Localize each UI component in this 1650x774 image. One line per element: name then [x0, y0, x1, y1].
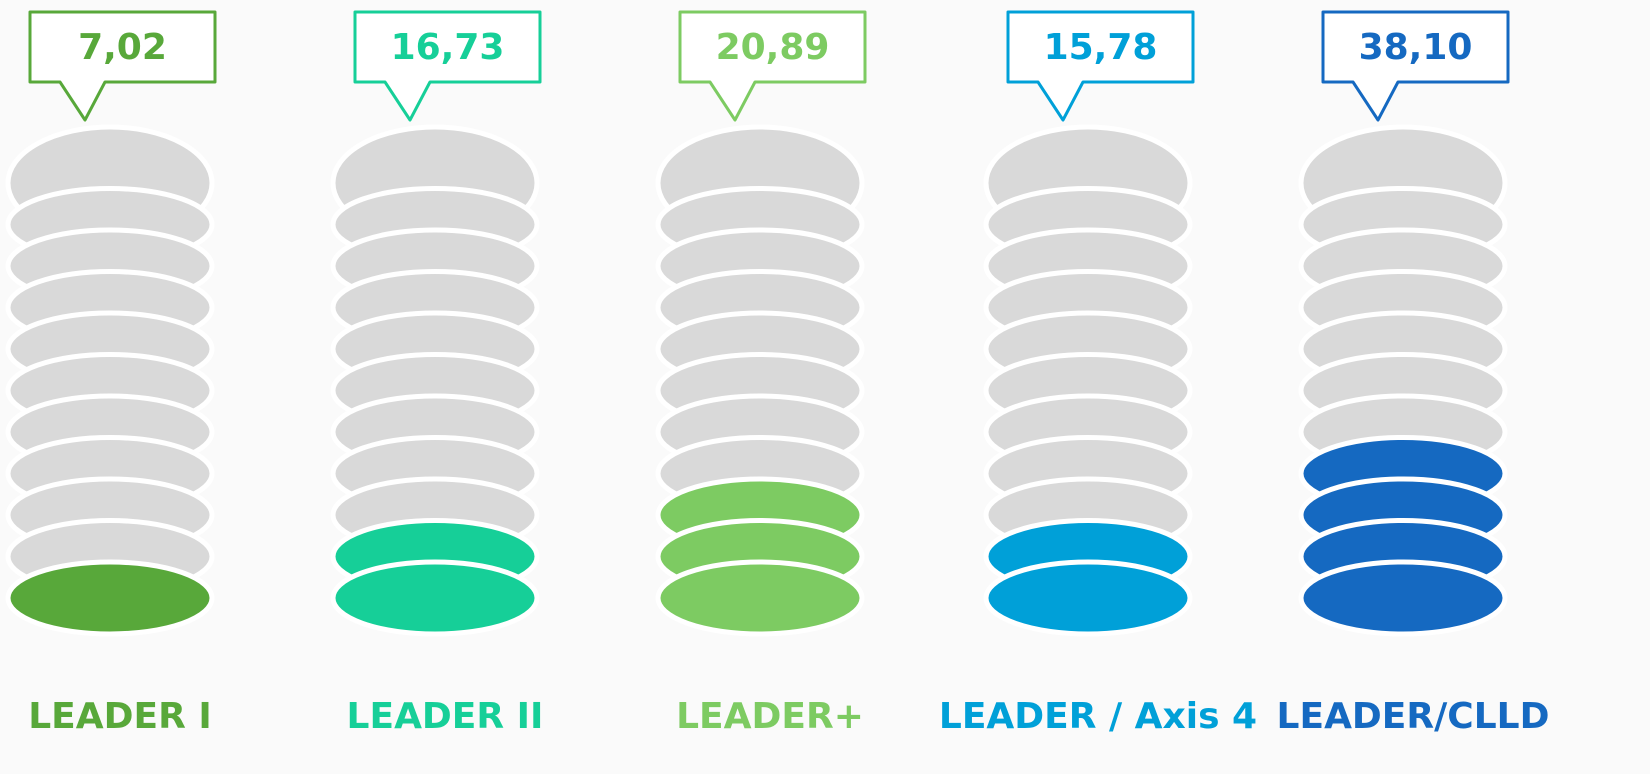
callout [28, 10, 217, 122]
value-label: 15,78 [1044, 27, 1158, 68]
coin-stack [330, 124, 540, 554]
category-label: LEADER / Axis 4 [939, 696, 1257, 737]
coin-value [983, 518, 1193, 637]
value-label: 16,73 [391, 27, 505, 68]
value-label: 20,89 [716, 27, 830, 68]
coin-stack [655, 124, 865, 512]
coin [5, 559, 215, 637]
callout [353, 10, 542, 122]
callout [678, 10, 867, 122]
category-label: LEADER+ [676, 696, 864, 737]
coin-value [1298, 435, 1508, 637]
coin-value [330, 518, 540, 637]
coin-stack [983, 124, 1193, 554]
coin [1298, 559, 1508, 637]
category-label: LEADER/CLLD [1277, 696, 1550, 737]
coin [330, 559, 540, 637]
value-label: 38,10 [1359, 27, 1473, 68]
category-label: LEADER I [28, 696, 212, 737]
coin-value [655, 476, 865, 637]
coin [983, 559, 1193, 637]
callout [1321, 10, 1510, 122]
coin-stack [5, 124, 215, 595]
value-label: 7,02 [78, 27, 167, 68]
coin-stack [1298, 124, 1508, 471]
coin-value [5, 559, 215, 637]
callout [1006, 10, 1195, 122]
coin [655, 559, 865, 637]
category-label: LEADER II [347, 696, 544, 737]
